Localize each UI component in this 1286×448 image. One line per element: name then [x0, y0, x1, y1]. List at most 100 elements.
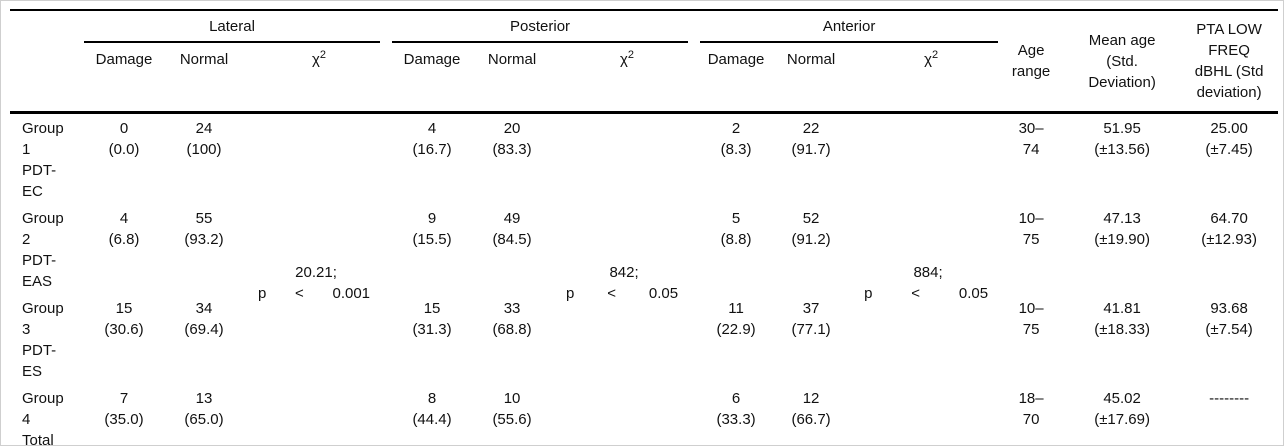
- header-line: FREQ: [1208, 42, 1250, 59]
- group-header-posterior: Posterior: [392, 10, 689, 43]
- table-row-group3: Group 3 PDT- ES 15 (30.6) 34 (69.4) 15 (…: [10, 294, 1278, 384]
- percent-value: (8.3): [720, 141, 752, 158]
- pta-cell: 93.68 (±7.54): [1180, 294, 1278, 384]
- pta-value: 93.68: [1210, 300, 1248, 317]
- age-range-cell: 18– 70: [998, 384, 1064, 445]
- age-range-line: 18–: [1018, 390, 1044, 407]
- count-value: 11: [728, 300, 744, 317]
- mean-age-cell: 45.02 (±17.69): [1064, 384, 1180, 445]
- table-row-total: Group 4 Total 7 (35.0) 13 (65.0) 8 (44.4…: [10, 384, 1278, 446]
- mean-age-sd: (±17.69): [1094, 411, 1150, 428]
- lateral-damage-cell: 7 (35.0): [84, 384, 164, 445]
- chi-exponent: 2: [627, 49, 635, 61]
- header-line: Mean age: [1088, 31, 1156, 49]
- count-value: 5: [731, 210, 741, 227]
- posterior-normal-cell: 20 (83.3): [472, 113, 552, 205]
- mean-age-cell: 51.95 (±13.56): [1064, 113, 1180, 205]
- spacer-cell: [380, 113, 392, 446]
- percent-value: (69.4): [184, 321, 224, 338]
- spacer-cell: [688, 10, 700, 113]
- header-line: deviation): [1196, 84, 1262, 101]
- count-value: 52: [802, 210, 820, 227]
- row-label-line: Group: [22, 120, 64, 137]
- chi-square-anterior-cell: 884; p < 0.05: [850, 113, 998, 446]
- chi-square-statistic: 20.21;: [295, 264, 337, 281]
- pta-cell: --------: [1180, 384, 1278, 445]
- percent-value: (15.5): [412, 231, 452, 248]
- count-value: 6: [731, 390, 741, 407]
- count-value: 55: [195, 210, 213, 227]
- age-range-cell: 10– 75: [998, 204, 1064, 294]
- lateral-normal-cell: 55 (93.2): [164, 204, 244, 294]
- count-value: 34: [195, 300, 213, 317]
- subheader-posterior-damage: Damage: [403, 51, 461, 68]
- pta-value: 25.00: [1210, 120, 1248, 137]
- anterior-damage-cell: 2 (8.3): [700, 113, 772, 205]
- chi-symbol: χ: [924, 51, 932, 68]
- count-value: 2: [731, 120, 741, 137]
- percent-value: (83.3): [492, 141, 532, 158]
- count-value: 0: [119, 120, 129, 137]
- posterior-normal-cell: 49 (84.5): [472, 204, 552, 294]
- table-row-group1: Group 1 PDT- EC 0 (0.0) 24 (100) 20.21; …: [10, 113, 1278, 302]
- chi-exponent: 2: [319, 49, 327, 61]
- p-value: 0.001: [332, 285, 371, 302]
- age-range-line: 74: [1022, 141, 1040, 158]
- percent-value: (33.3): [716, 411, 756, 428]
- header-line: Age: [1017, 42, 1045, 59]
- anterior-damage-cell: 6 (33.3): [700, 384, 772, 445]
- pta-sd: (±7.45): [1205, 141, 1253, 158]
- row-label-line: 1: [22, 141, 31, 158]
- count-value: 9: [427, 210, 437, 227]
- count-value: 22: [802, 120, 820, 137]
- table-row-group2: Group 2 PDT- EAS 4 (6.8) 55 (93.2) 9 (15…: [10, 204, 1278, 294]
- p-value-line: p < 0.05: [552, 283, 688, 304]
- count-value: 24: [195, 120, 213, 137]
- pta-no-data-dashes: --------: [1209, 390, 1250, 407]
- chi-square-lateral-cell: 20.21; p < 0.001: [244, 113, 380, 446]
- row-label-line: 2: [22, 231, 31, 248]
- group-header-lateral: Lateral: [84, 10, 381, 43]
- header-empty-cell: [10, 10, 84, 113]
- mean-age-value: 51.95: [1103, 120, 1141, 137]
- anterior-damage-cell: 5 (8.8): [700, 204, 772, 294]
- posterior-damage-cell: 15 (31.3): [392, 294, 472, 384]
- age-range-cell: 30– 74: [998, 113, 1064, 205]
- subheader-posterior-normal: Normal: [487, 51, 537, 68]
- percent-value: (77.1): [791, 321, 831, 338]
- row-label-line: Group: [22, 210, 64, 227]
- age-range-line: 70: [1022, 411, 1040, 428]
- pta-cell: 64.70 (±12.93): [1180, 204, 1278, 294]
- chi-symbol: χ: [620, 51, 628, 68]
- row-label-line: Total: [22, 432, 54, 446]
- header-mean-age: Mean age (Std. Deviation): [1064, 10, 1180, 113]
- row-label-line: EAS: [22, 273, 53, 290]
- percent-value: (31.3): [412, 321, 452, 338]
- pta-sd: (±7.54): [1205, 321, 1253, 338]
- count-value: 7: [119, 390, 129, 407]
- subheader-anterior-damage: Damage: [707, 51, 765, 68]
- group-header-anterior: Anterior: [700, 10, 999, 43]
- group-header-row: Lateral Posterior Anterior Age range Mea…: [10, 10, 1278, 101]
- row-label-cell: Group 4 Total: [10, 384, 84, 446]
- percent-value: (68.8): [492, 321, 532, 338]
- less-than-sign: <: [911, 285, 921, 302]
- percent-value: (44.4): [412, 411, 452, 428]
- percent-value: (66.7): [791, 411, 831, 428]
- pta-cell: 25.00 (±7.45): [1180, 113, 1278, 205]
- row-label-cell: Group 3 PDT- ES: [10, 294, 84, 384]
- table-body: Group 1 PDT- EC 0 (0.0) 24 (100) 20.21; …: [10, 113, 1278, 446]
- count-value: 15: [423, 300, 441, 317]
- row-label-line: 4: [22, 411, 31, 428]
- subheader-lateral-normal: Normal: [179, 51, 229, 68]
- row-label-line: PDT-: [22, 162, 57, 179]
- percent-value: (93.2): [184, 231, 224, 248]
- anterior-normal-cell: 22 (91.7): [772, 113, 850, 205]
- row-label-line: PDT-: [22, 252, 57, 269]
- percent-value: (8.8): [720, 231, 752, 248]
- age-range-cell: 10– 75: [998, 294, 1064, 384]
- count-value: 8: [427, 390, 437, 407]
- row-label-line: PDT-: [22, 342, 57, 359]
- count-value: 13: [195, 390, 213, 407]
- header-line: PTA LOW: [1196, 21, 1262, 38]
